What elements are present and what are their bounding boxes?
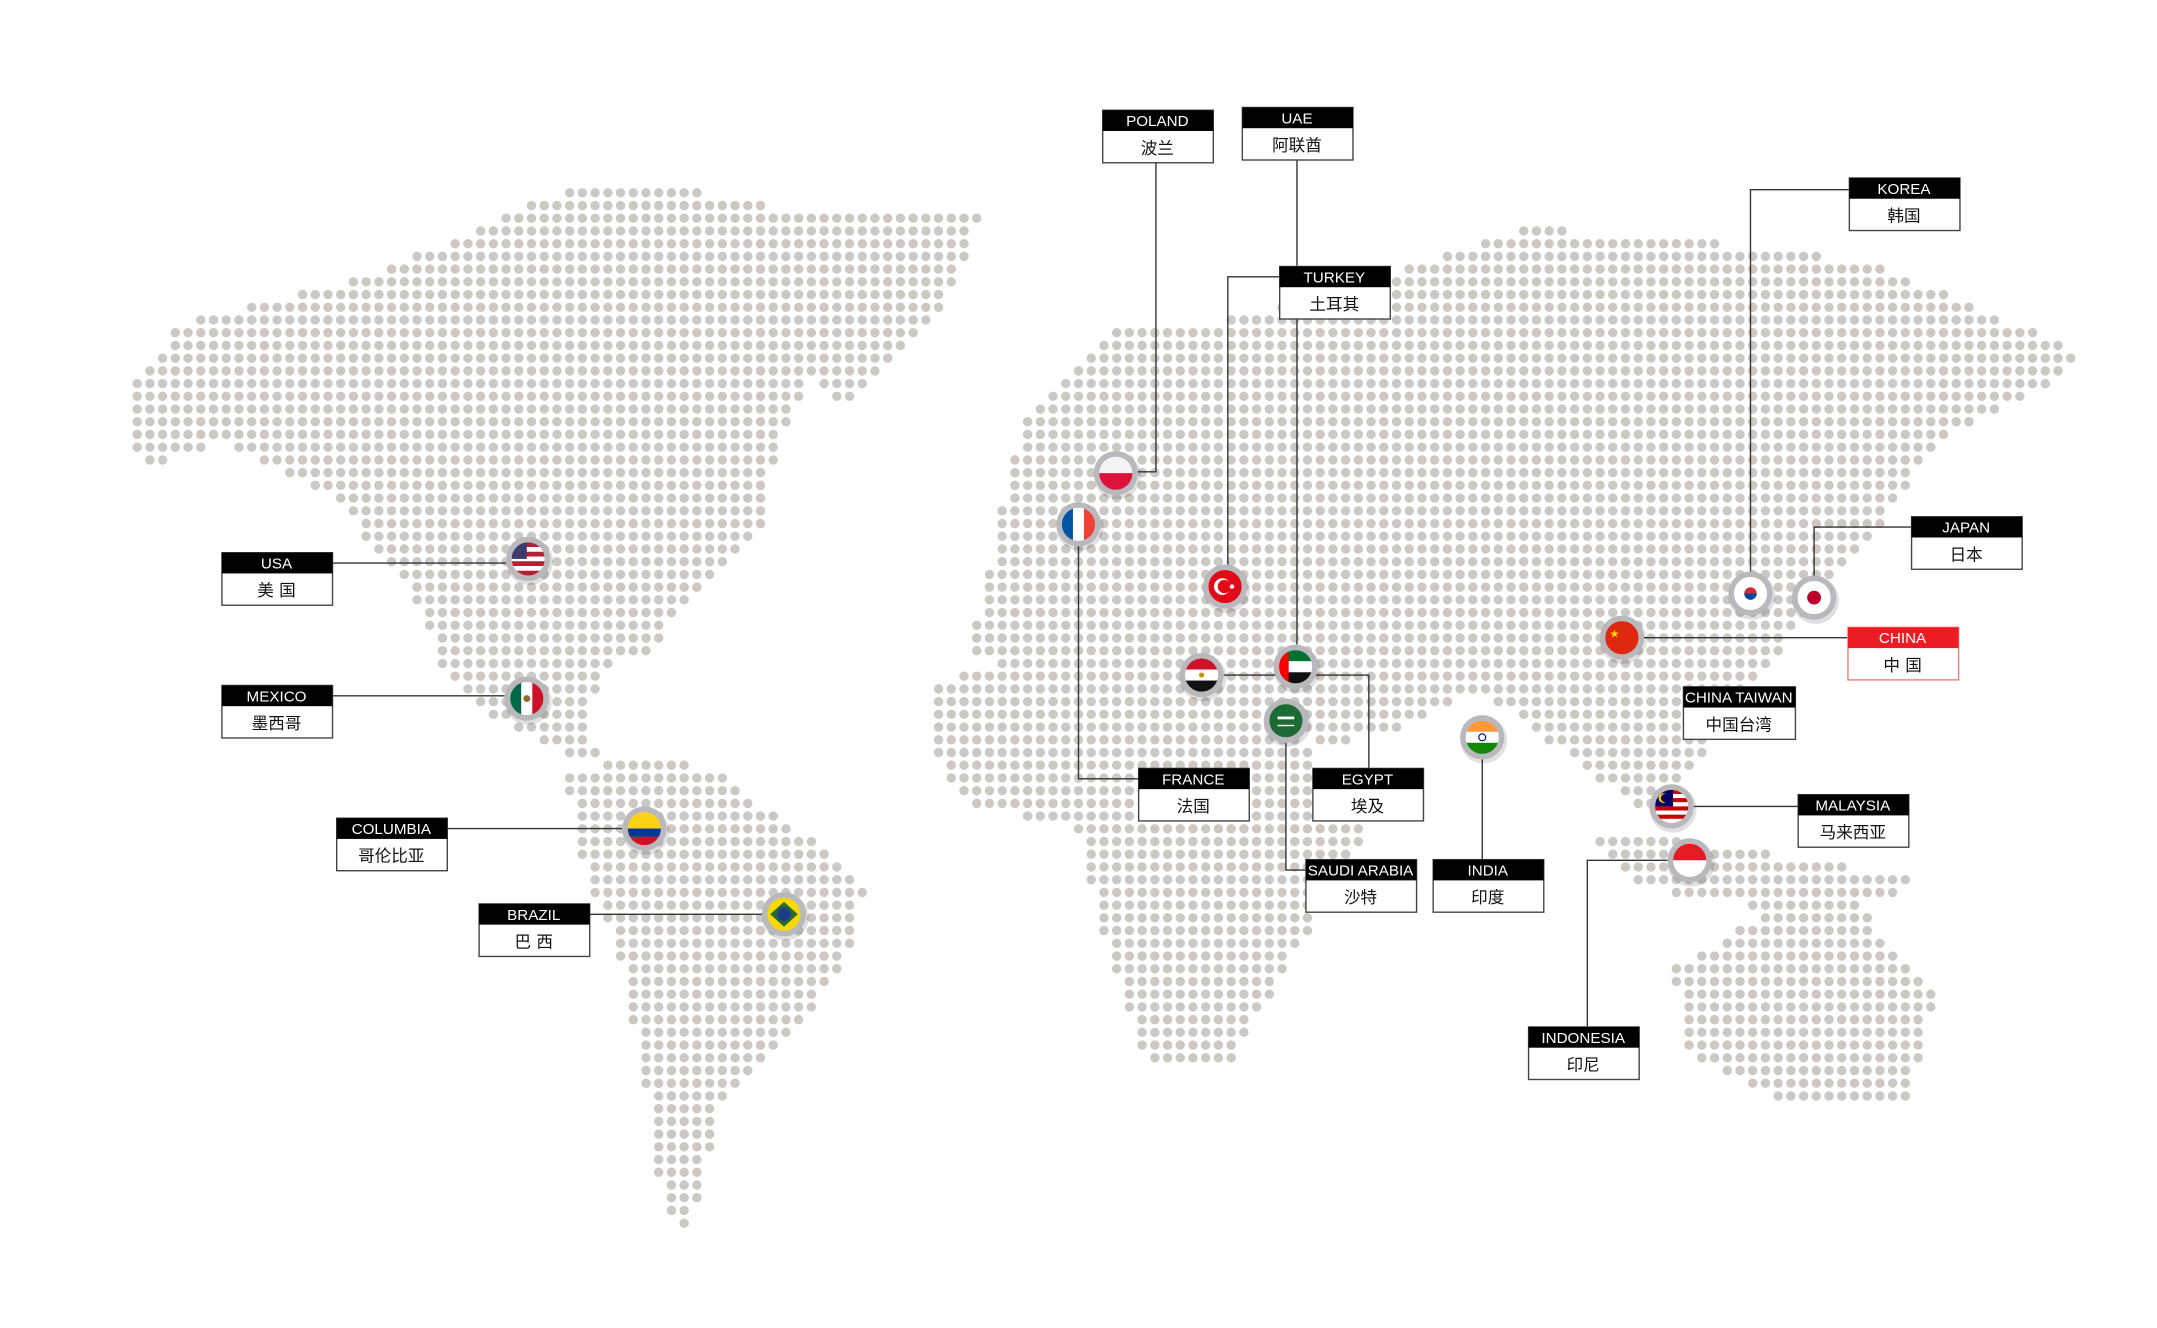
- country-name-zh: 哥伦比亚: [358, 847, 424, 866]
- country-name-zh: 墨西哥: [252, 714, 302, 733]
- country-name-zh: 中 国: [1883, 656, 1921, 675]
- india-flag-icon[interactable]: [1460, 715, 1508, 764]
- country-name-zh: 埃及: [1351, 797, 1384, 816]
- label-india: INDIA 印度: [1432, 858, 1545, 913]
- france-flag-icon[interactable]: [1056, 502, 1104, 551]
- svg-text:★: ★: [1609, 628, 1619, 641]
- country-name-zh: 沙特: [1344, 888, 1377, 907]
- country-name-en: EGYPT: [1342, 771, 1393, 788]
- country-name-zh: 法国: [1177, 797, 1210, 816]
- country-name-en: INDONESIA: [1541, 1030, 1625, 1047]
- country-name-zh: 美 国: [257, 581, 295, 600]
- country-name-zh: 韩国: [1887, 207, 1920, 226]
- flag-pins: ★: [504, 451, 1839, 941]
- country-name-en: KOREA: [1877, 181, 1931, 198]
- label-japan: JAPAN 日本: [1910, 516, 2023, 570]
- leader-line-poland: [1137, 162, 1157, 473]
- country-name-en: INDIA: [1468, 863, 1509, 880]
- label-egypt: EGYPT 埃及: [1312, 767, 1425, 822]
- label-mexico: MEXICO 墨西哥: [221, 684, 334, 739]
- malaysia-flag-icon[interactable]: [1649, 784, 1697, 833]
- leader-lines: [331, 159, 1911, 1027]
- country-name-zh: 波兰: [1141, 139, 1174, 158]
- leader-line-egypt: [1223, 674, 1370, 768]
- saudi-flag-icon[interactable]: [1263, 698, 1311, 747]
- label-poland: POLAND 波兰: [1102, 109, 1215, 164]
- land-dots: [132, 188, 2076, 1228]
- label-taiwan: CHINA TAIWAN 中国台湾: [1682, 686, 1797, 741]
- brazil-flag-icon[interactable]: [761, 892, 809, 941]
- label-korea: KOREA 韩国: [1848, 177, 1961, 232]
- label-uae: UAE 阿联酋: [1241, 106, 1354, 161]
- country-name-en: SAUDI ARABIA: [1308, 863, 1414, 880]
- country-name-en: USA: [261, 556, 293, 573]
- indonesia-flag-icon[interactable]: [1667, 838, 1715, 887]
- leader-line-japan: [1813, 526, 1911, 576]
- label-usa: USA 美 国: [221, 552, 334, 606]
- leader-line-saudi: [1285, 742, 1306, 871]
- egypt-flag-icon[interactable]: [1179, 652, 1227, 702]
- country-name-en: MALAYSIA: [1815, 798, 1891, 815]
- dotted-continents: [132, 188, 2076, 1228]
- country-name-en: BRAZIL: [507, 907, 560, 924]
- label-turkey: TURKEY 土耳其: [1278, 265, 1391, 320]
- label-indonesia: INDONESIA 印尼: [1527, 1026, 1640, 1081]
- country-name-en: COLUMBIA: [352, 821, 432, 838]
- label-saudi: SAUDI ARABIA 沙特: [1305, 858, 1418, 913]
- japan-flag-icon[interactable]: [1791, 575, 1839, 624]
- country-name-en: POLAND: [1126, 113, 1188, 130]
- mexico-flag-icon[interactable]: [504, 676, 552, 725]
- country-name-zh: 印度: [1471, 888, 1504, 907]
- country-name-zh: 土耳其: [1309, 295, 1359, 314]
- country-name-zh: 巴 西: [515, 932, 553, 951]
- country-name-zh: 马来西亚: [1820, 823, 1886, 842]
- label-france: FRANCE 法国: [1137, 767, 1250, 822]
- korea-flag-icon[interactable]: [1728, 571, 1776, 620]
- country-name-zh: 印尼: [1567, 1056, 1600, 1075]
- poland-flag-icon[interactable]: [1093, 451, 1141, 500]
- label-columbia: COLUMBIA 哥伦比亚: [335, 817, 448, 872]
- leader-line-turkey: [1227, 276, 1279, 565]
- usa-flag-icon[interactable]: [506, 536, 554, 586]
- country-name-en: UAE: [1281, 110, 1312, 127]
- leader-line-korea: [1749, 189, 1849, 572]
- country-name-en: CHINA: [1879, 630, 1927, 647]
- colombia-flag-icon[interactable]: [622, 806, 670, 855]
- country-name-en: MEXICO: [247, 688, 307, 705]
- leader-line-indonesia: [1586, 859, 1668, 1027]
- country-name-en: CHINA TAIWAN: [1685, 690, 1793, 707]
- turkey-flag-icon[interactable]: [1202, 564, 1250, 613]
- uae-flag-icon[interactable]: [1273, 644, 1321, 694]
- country-labels: USA 美 国 MEXICO 墨西哥 COLUMBIA 哥伦比亚 BRAZIL 巴 西 POLA…: [221, 106, 2023, 1081]
- china-flag-icon[interactable]: ★: [1599, 615, 1647, 664]
- label-malaysia: MALAYSIA 马来西亚: [1797, 793, 1910, 848]
- country-name-zh: 日本: [1950, 545, 1983, 564]
- label-china: CHINA 中 国: [1847, 626, 1960, 681]
- country-name-zh: 阿联酋: [1272, 136, 1322, 155]
- country-name-en: TURKEY: [1303, 269, 1365, 286]
- country-name-en: FRANCE: [1162, 771, 1224, 788]
- country-name-en: JAPAN: [1942, 520, 1990, 537]
- country-name-zh: 中国台湾: [1706, 715, 1772, 734]
- leader-line-france: [1077, 546, 1138, 780]
- label-brazil: BRAZIL 巴 西: [478, 903, 591, 958]
